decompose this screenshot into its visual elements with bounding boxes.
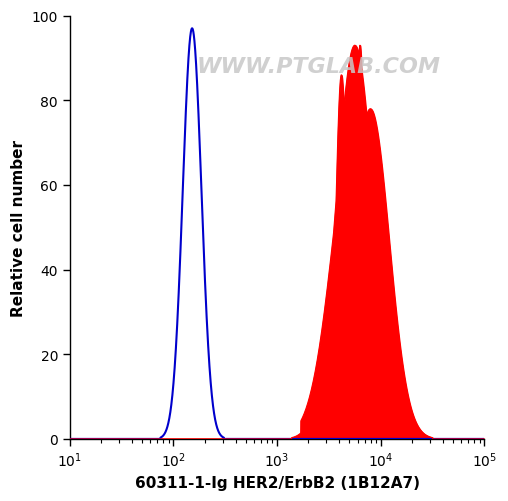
Y-axis label: Relative cell number: Relative cell number <box>11 139 26 316</box>
X-axis label: 60311-1-Ig HER2/ErbB2 (1B12A7): 60311-1-Ig HER2/ErbB2 (1B12A7) <box>135 475 420 490</box>
Text: WWW.PTGLAB.COM: WWW.PTGLAB.COM <box>197 57 440 77</box>
